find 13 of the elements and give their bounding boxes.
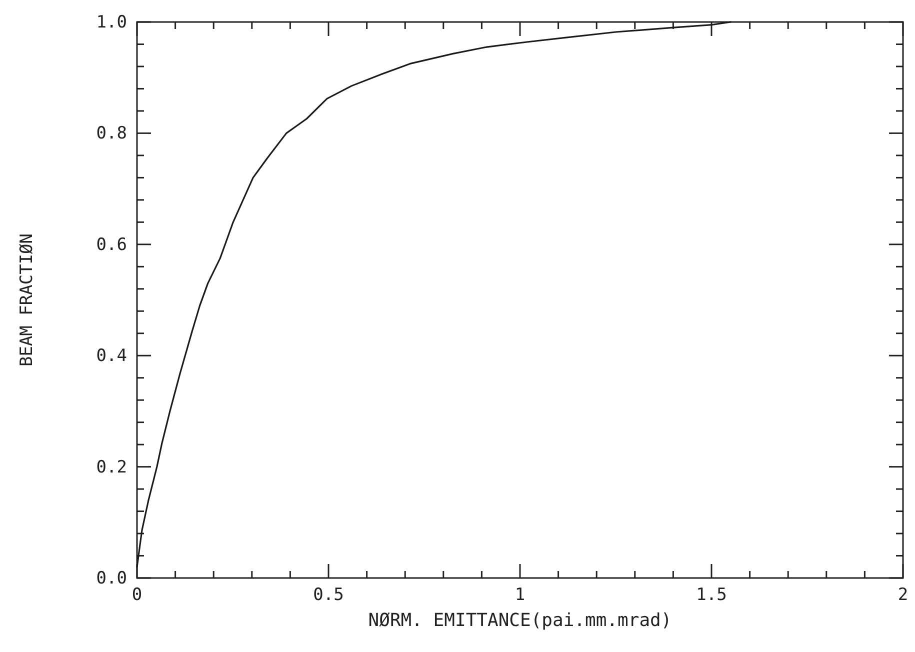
y-axis-title: BEAM FRACTIØN (17, 233, 37, 367)
x-tick-label: 1 (514, 585, 526, 606)
y-tick-label: 0.8 (96, 124, 127, 144)
x-tick-label: 1.5 (696, 585, 727, 606)
y-tick-label: 0.2 (96, 457, 127, 478)
x-tick-label: 2 (898, 585, 908, 606)
y-tick-label: 0.0 (96, 568, 127, 588)
x-axis-title: NØRM. EMITTANCE(pai.mm.mrad) (368, 610, 672, 631)
y-tick-label: 1.0 (96, 12, 127, 32)
y-tick-label: 0.6 (96, 234, 127, 255)
x-tick-label: 0.5 (313, 585, 344, 606)
y-tick-label: 0.4 (96, 346, 127, 366)
x-tick-label: 0 (132, 585, 142, 606)
